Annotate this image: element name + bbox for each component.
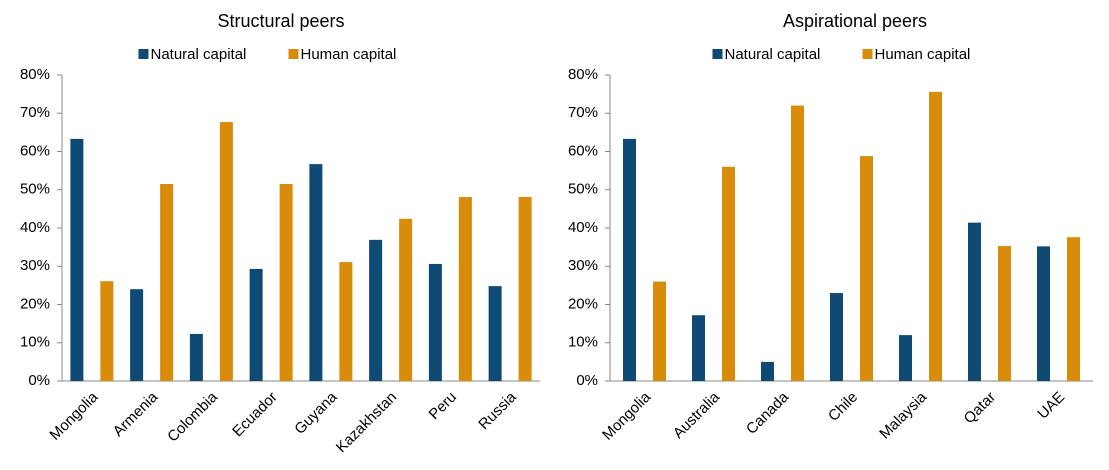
y-tick-label: 40% xyxy=(20,219,50,236)
bar xyxy=(791,105,804,381)
bar xyxy=(130,289,144,381)
y-tick-label: 10% xyxy=(568,334,598,351)
y-tick-label: 20% xyxy=(20,295,50,312)
legend-label: Human capital xyxy=(875,46,971,63)
bar xyxy=(339,262,353,381)
y-tick-label: 10% xyxy=(20,334,50,351)
bar xyxy=(249,268,263,381)
x-tick-label: Russia xyxy=(475,388,520,433)
bar xyxy=(70,138,84,381)
y-tick-label: 80% xyxy=(568,66,598,83)
x-tick-label: Chile xyxy=(825,389,861,425)
x-tick-label: Qatar xyxy=(961,389,1000,428)
y-tick-label: 30% xyxy=(568,257,598,274)
y-tick-label: 30% xyxy=(20,257,50,274)
bar xyxy=(830,293,843,381)
x-tick-label: Colombia xyxy=(164,388,221,445)
chart-title: Aspirational peers xyxy=(783,11,927,31)
y-tick-label: 70% xyxy=(20,104,50,121)
bar xyxy=(1067,237,1080,381)
x-tick-label: UAE xyxy=(1034,389,1068,423)
x-tick-label: Kazakhstan xyxy=(333,389,400,456)
x-tick-label: Guyana xyxy=(291,388,341,438)
x-tick-label: Ecuador xyxy=(229,389,281,441)
bar xyxy=(761,361,774,381)
bar xyxy=(160,184,174,381)
bar xyxy=(100,281,114,381)
bar xyxy=(488,286,502,381)
bar xyxy=(899,335,912,381)
legend-label: Natural capital xyxy=(151,46,247,63)
bar xyxy=(722,166,735,381)
bar xyxy=(219,122,233,382)
y-tick-label: 20% xyxy=(568,295,598,312)
bar xyxy=(428,263,442,381)
bar xyxy=(518,197,532,381)
legend-label: Natural capital xyxy=(725,46,821,63)
bar xyxy=(968,222,981,381)
legend-label: Human capital xyxy=(301,46,397,63)
bar xyxy=(458,197,472,381)
bar xyxy=(860,156,873,381)
bar xyxy=(309,164,323,381)
x-tick-label: Mongolia xyxy=(46,388,102,444)
y-tick-label: 50% xyxy=(20,181,50,198)
bar xyxy=(369,239,383,381)
bar xyxy=(692,315,705,381)
x-tick-label: Canada xyxy=(743,388,793,438)
chart: Structural peers Natural capital Human cap… xyxy=(20,11,540,456)
y-tick-label: 60% xyxy=(568,142,598,159)
y-tick-label: 50% xyxy=(568,181,598,198)
x-tick-label: Malaysia xyxy=(876,388,930,442)
bar xyxy=(1037,246,1050,381)
chart-title: Structural peers xyxy=(217,11,344,31)
bar xyxy=(399,218,413,381)
bar xyxy=(929,91,942,381)
legend-swatch xyxy=(138,49,149,59)
x-tick-label: Peru xyxy=(426,389,460,423)
bar xyxy=(653,281,666,381)
legend-swatch xyxy=(288,49,299,59)
y-tick-label: 80% xyxy=(20,66,50,83)
bar xyxy=(279,184,293,381)
y-tick-label: 0% xyxy=(576,372,598,389)
x-tick-label: Australia xyxy=(670,388,724,442)
y-tick-label: 70% xyxy=(568,104,598,121)
chart: Aspirational peers Natural capital Human c… xyxy=(568,11,1093,444)
y-tick-label: 0% xyxy=(28,372,50,389)
legend-swatch xyxy=(712,49,723,59)
legend-swatch xyxy=(862,49,873,59)
bar xyxy=(189,333,203,381)
y-tick-label: 40% xyxy=(568,219,598,236)
y-tick-label: 60% xyxy=(20,142,50,159)
x-tick-label: Armenia xyxy=(110,388,162,440)
bar xyxy=(998,245,1011,381)
x-tick-label: Mongolia xyxy=(599,388,655,444)
bar xyxy=(623,138,636,381)
